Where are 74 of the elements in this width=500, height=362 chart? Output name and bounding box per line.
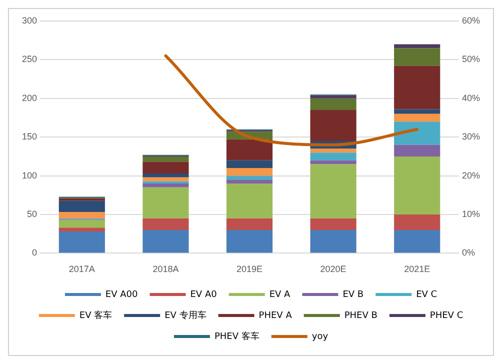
bar bbox=[142, 177, 189, 182]
line-series bbox=[164, 54, 419, 146]
legend-label: yoy bbox=[312, 332, 329, 342]
bar bbox=[58, 200, 105, 212]
bar bbox=[226, 139, 273, 160]
bar bbox=[310, 230, 356, 253]
y2-tick-label: 0% bbox=[462, 248, 475, 258]
legend-label: EV A00 bbox=[105, 290, 138, 300]
bar bbox=[310, 148, 356, 153]
bar bbox=[394, 230, 440, 253]
bar bbox=[310, 95, 356, 98]
bar bbox=[394, 114, 440, 122]
bar bbox=[226, 176, 273, 180]
y-tick-label: 100 bbox=[22, 170, 38, 180]
legend-label: PHEV B bbox=[344, 310, 378, 321]
bar bbox=[310, 152, 356, 160]
y2-tick-label: 40% bbox=[462, 92, 480, 103]
y2-tick-label: 10% bbox=[462, 208, 480, 219]
y2-tick-label: 60% bbox=[462, 15, 480, 26]
bar bbox=[58, 198, 105, 201]
bar bbox=[394, 214, 440, 230]
bar bbox=[58, 220, 105, 228]
bar bbox=[310, 160, 356, 164]
bar bbox=[226, 184, 273, 218]
bar bbox=[394, 66, 440, 110]
bar bbox=[58, 228, 105, 232]
legend-label: PHEV A bbox=[258, 310, 293, 321]
bar bbox=[226, 180, 273, 184]
y-tick-label: 0 bbox=[32, 248, 38, 258]
bar bbox=[142, 184, 189, 188]
bar bbox=[226, 230, 273, 253]
bar bbox=[142, 187, 189, 218]
bar bbox=[226, 218, 273, 230]
legend-label: EV B bbox=[342, 290, 364, 300]
legend-label: PHEV 客车 bbox=[214, 330, 260, 342]
x-tick-label: 2018A bbox=[152, 264, 179, 274]
bar bbox=[226, 160, 273, 168]
bar bbox=[142, 230, 189, 253]
bar bbox=[394, 109, 440, 114]
x-tick-label: 2021E bbox=[404, 264, 430, 274]
y2-tick-label: 20% bbox=[462, 170, 480, 180]
legend-label: EV 专用车 bbox=[164, 310, 206, 321]
bar bbox=[142, 156, 189, 162]
y-tick-label: 150 bbox=[22, 132, 38, 142]
bar bbox=[142, 173, 189, 178]
bar bbox=[310, 218, 356, 230]
bar bbox=[310, 110, 356, 141]
bar bbox=[394, 44, 440, 48]
bar bbox=[310, 98, 356, 110]
bar bbox=[58, 232, 105, 253]
x-tick-label: 2019E bbox=[236, 264, 263, 274]
x-tick-label: 2017A bbox=[68, 264, 95, 274]
y2-tick-label: 50% bbox=[462, 54, 480, 64]
bar bbox=[310, 164, 356, 218]
y2-tick-label: 30% bbox=[462, 132, 480, 142]
x-tick-label: 2020E bbox=[320, 264, 346, 274]
legend-label: PHEV C bbox=[430, 310, 464, 321]
legend-label: EV A0 bbox=[190, 290, 218, 300]
legend-label: EV 客车 bbox=[79, 310, 112, 321]
y-tick-label: 250 bbox=[22, 54, 38, 64]
bar bbox=[58, 212, 105, 218]
y-tick-label: 200 bbox=[22, 92, 38, 103]
bar bbox=[394, 156, 440, 214]
bar bbox=[142, 162, 189, 174]
bar bbox=[394, 122, 440, 145]
legend-label: EV C bbox=[416, 290, 438, 300]
y-tick-label: 50 bbox=[27, 208, 38, 219]
bar bbox=[226, 168, 273, 176]
bar bbox=[142, 218, 189, 230]
bar bbox=[394, 144, 440, 156]
bar bbox=[142, 181, 189, 184]
y-tick-label: 300 bbox=[22, 15, 38, 26]
bar bbox=[394, 48, 440, 66]
legend-label: EV A bbox=[269, 290, 292, 300]
